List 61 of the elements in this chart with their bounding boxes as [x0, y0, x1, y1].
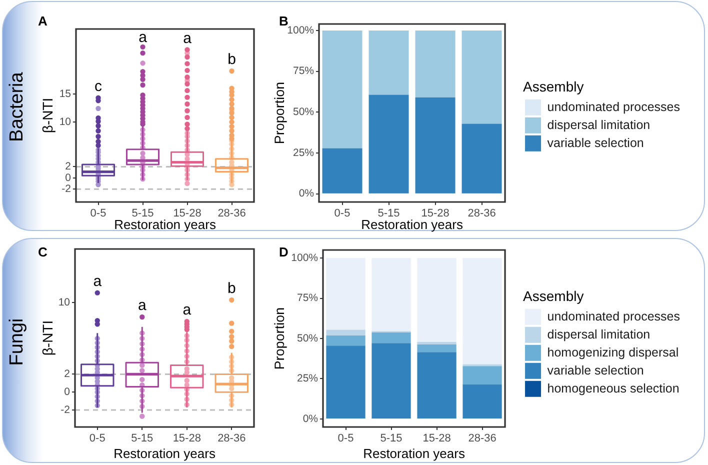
- x-tick-label: 15-28: [172, 432, 201, 445]
- legend-label: undominated processes: [547, 309, 680, 324]
- x-tick-label: 5-15: [380, 432, 402, 445]
- annotation: c: [94, 78, 102, 96]
- legend-label: homogeneous selection: [547, 381, 680, 396]
- y-tick-label: 0%: [298, 188, 314, 200]
- y-axis-title: β-NTI: [39, 98, 56, 134]
- y-tick-label: 75%: [296, 292, 318, 304]
- y-tick-label: 15: [59, 88, 72, 100]
- text: Bacteria: [6, 72, 28, 142]
- y-tick-label: 25%: [292, 146, 314, 159]
- y-axis-title: β-NTI: [39, 320, 56, 356]
- text: Fungi: [6, 318, 28, 366]
- y-axis-title: Proportion: [272, 307, 287, 370]
- y-tick-label: 0: [65, 172, 72, 184]
- annotation: b: [228, 51, 236, 68]
- y-tick-label: 0: [64, 386, 70, 398]
- y-tick-label: 10: [59, 116, 72, 128]
- y-axis-title: Proportion: [272, 82, 287, 144]
- x-tick-label: 28-36: [218, 208, 246, 220]
- x-tick-label: 28-36: [468, 208, 496, 220]
- chart-title: A: [38, 14, 48, 29]
- y-tick-label: 50%: [296, 332, 318, 344]
- y-tick-label: -2: [60, 404, 70, 416]
- legend-label: dispersal limitation: [547, 118, 650, 132]
- y-tick-label: 100%: [287, 24, 314, 36]
- chart-title: D: [279, 244, 288, 260]
- y-tick-label: 50%: [292, 106, 314, 118]
- y-tick-label: 25%: [296, 372, 318, 385]
- legend-title: Assembly: [523, 288, 584, 304]
- x-tick-label: 15-28: [422, 432, 451, 445]
- legend-label: variable selection: [547, 136, 644, 150]
- annotation: a: [93, 272, 102, 290]
- y-tick-label: 2: [64, 368, 70, 380]
- annotation: a: [138, 297, 147, 314]
- legend-title: Assembly: [523, 78, 584, 94]
- legend-label: dispersal limitation: [547, 327, 650, 342]
- y-tick-label: 2: [65, 160, 72, 173]
- x-tick-label: 0-5: [89, 432, 106, 445]
- y-tick-label: -2: [62, 183, 72, 196]
- x-tick-label: 28-36: [218, 432, 246, 445]
- y-tick-label: 0%: [302, 412, 318, 425]
- legend-label: undominated processes: [547, 100, 680, 114]
- chart-title: C: [38, 244, 48, 260]
- x-tick-label: 0-5: [334, 208, 350, 220]
- annotation: b: [227, 280, 236, 298]
- legend-label: variable selection: [547, 363, 644, 378]
- x-tick-label: 0-5: [90, 208, 106, 220]
- chart-title: B: [279, 14, 288, 29]
- x-axis-title: Restoration years: [114, 446, 216, 461]
- x-tick-label: 5-15: [131, 432, 154, 445]
- annotation: a: [138, 29, 148, 46]
- y-tick-label: 100%: [291, 252, 318, 264]
- annotation: a: [182, 302, 192, 319]
- legend-label: homogenizing dispersal: [547, 345, 679, 360]
- x-tick-label: 0-5: [338, 432, 354, 445]
- x-axis-title: Restoration years: [363, 446, 466, 461]
- y-tick-label: 75%: [292, 65, 314, 78]
- y-tick-label: 10: [58, 296, 70, 309]
- annotation: a: [183, 30, 192, 47]
- x-tick-label: 28-36: [468, 432, 496, 445]
